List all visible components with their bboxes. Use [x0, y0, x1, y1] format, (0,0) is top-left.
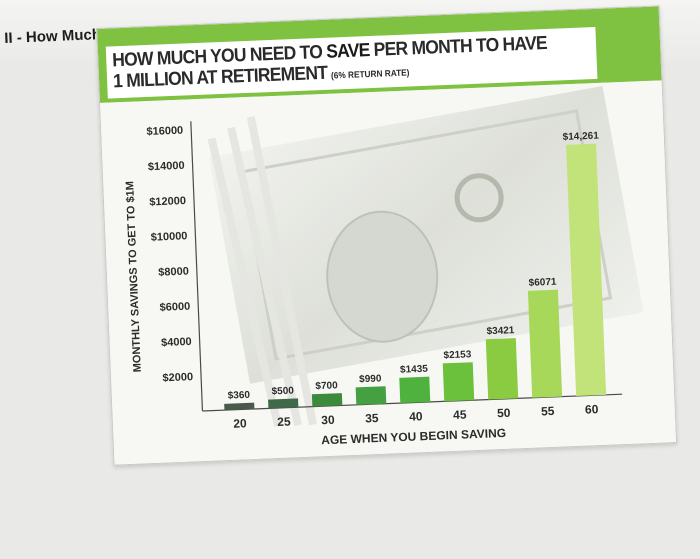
bar-value-label: $14,261 — [562, 131, 599, 143]
bar-value-labels: $360 $500 $700 $990 $1435 $2153 $3421 $6071 $14,… — [228, 131, 600, 402]
x-tick-label: 45 — [453, 407, 467, 422]
bar — [442, 362, 475, 402]
x-tick-label: 35 — [365, 411, 379, 426]
y-tick-label: $16000 — [146, 125, 183, 138]
x-tick-label: 25 — [277, 414, 291, 429]
bar-value-label: $2153 — [443, 349, 472, 361]
bar-value-label: $500 — [271, 386, 294, 398]
chart-subtitle: (6% RETURN RATE) — [330, 67, 410, 81]
bar-value-label: $1435 — [400, 364, 429, 376]
y-tick-label: $2000 — [162, 371, 193, 384]
bar — [355, 386, 387, 405]
x-tick-label: 30 — [321, 413, 335, 428]
bar-chart: $2000 $4000 $6000 $8000 $10000 $12000 $14000 $1… — [100, 80, 677, 465]
bar — [566, 143, 607, 397]
y-tick-label: $4000 — [161, 336, 192, 349]
y-tick-label: $10000 — [151, 230, 188, 243]
bar — [311, 393, 343, 407]
bars — [224, 143, 607, 411]
y-tick-label: $12000 — [149, 195, 186, 208]
title-part-save: SAVE — [325, 40, 370, 63]
bar — [224, 402, 255, 411]
y-tick-labels: $2000 $4000 $6000 $8000 $10000 $12000 $14000 $1… — [146, 125, 193, 385]
y-tick-label: $6000 — [159, 301, 190, 314]
bar-value-label: $3421 — [486, 325, 515, 337]
x-tick-labels: 20 25 30 35 40 45 50 55 60 — [233, 402, 599, 431]
bar-value-label: $6071 — [528, 277, 557, 289]
x-tick-label: 20 — [233, 416, 247, 431]
bar — [399, 376, 431, 404]
x-tick-label: 50 — [497, 406, 511, 421]
bar — [527, 289, 563, 398]
bar — [485, 338, 519, 400]
x-tick-label: 55 — [541, 404, 555, 419]
y-tick-label: $8000 — [158, 265, 189, 278]
bar-value-label: $700 — [315, 380, 338, 392]
bar-value-label: $990 — [359, 373, 382, 385]
infographic-card: HOW MUCH YOU NEED TO SAVE PER MONTH TO H… — [96, 5, 678, 466]
y-axis-line — [190, 121, 204, 412]
y-tick-label: $14000 — [148, 160, 185, 173]
x-tick-label: 40 — [409, 409, 423, 424]
bar — [268, 398, 299, 409]
x-tick-label: 60 — [585, 402, 599, 417]
bar-value-label: $360 — [228, 390, 251, 402]
